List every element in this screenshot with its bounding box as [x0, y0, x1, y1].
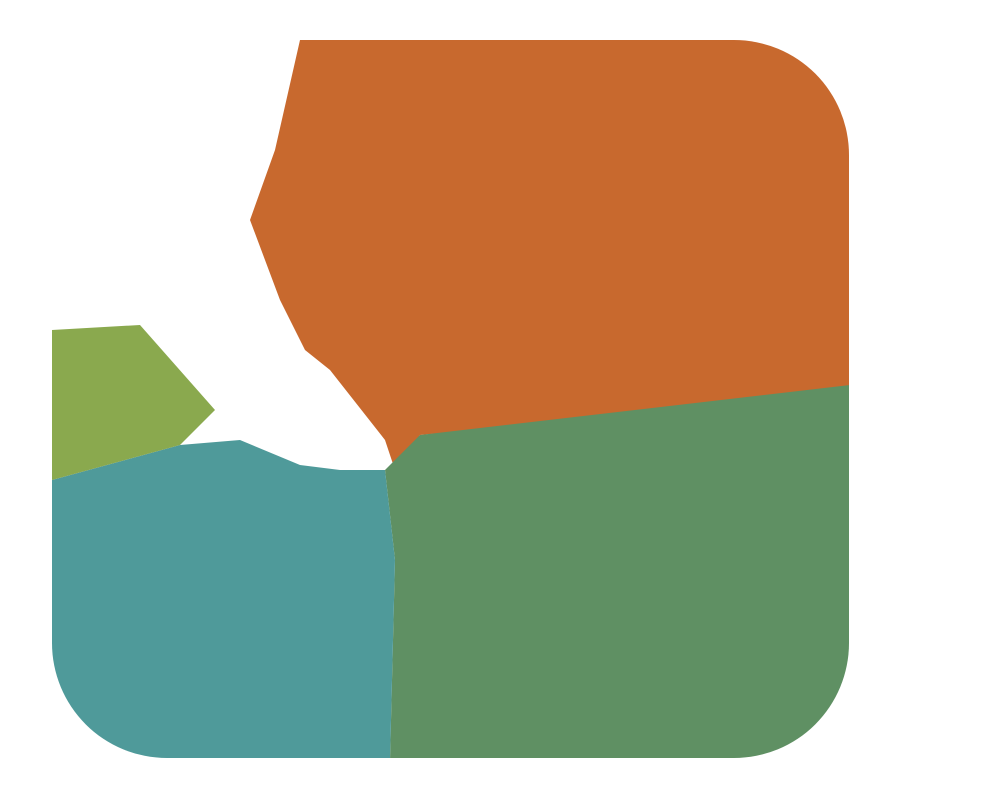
plot-area: [52, 40, 849, 758]
region-cyanobacteria: [52, 325, 215, 480]
region-actinobacteriota: [52, 440, 395, 758]
region-bacteroidota: [385, 385, 849, 758]
region-proteobacteria: [52, 40, 849, 470]
